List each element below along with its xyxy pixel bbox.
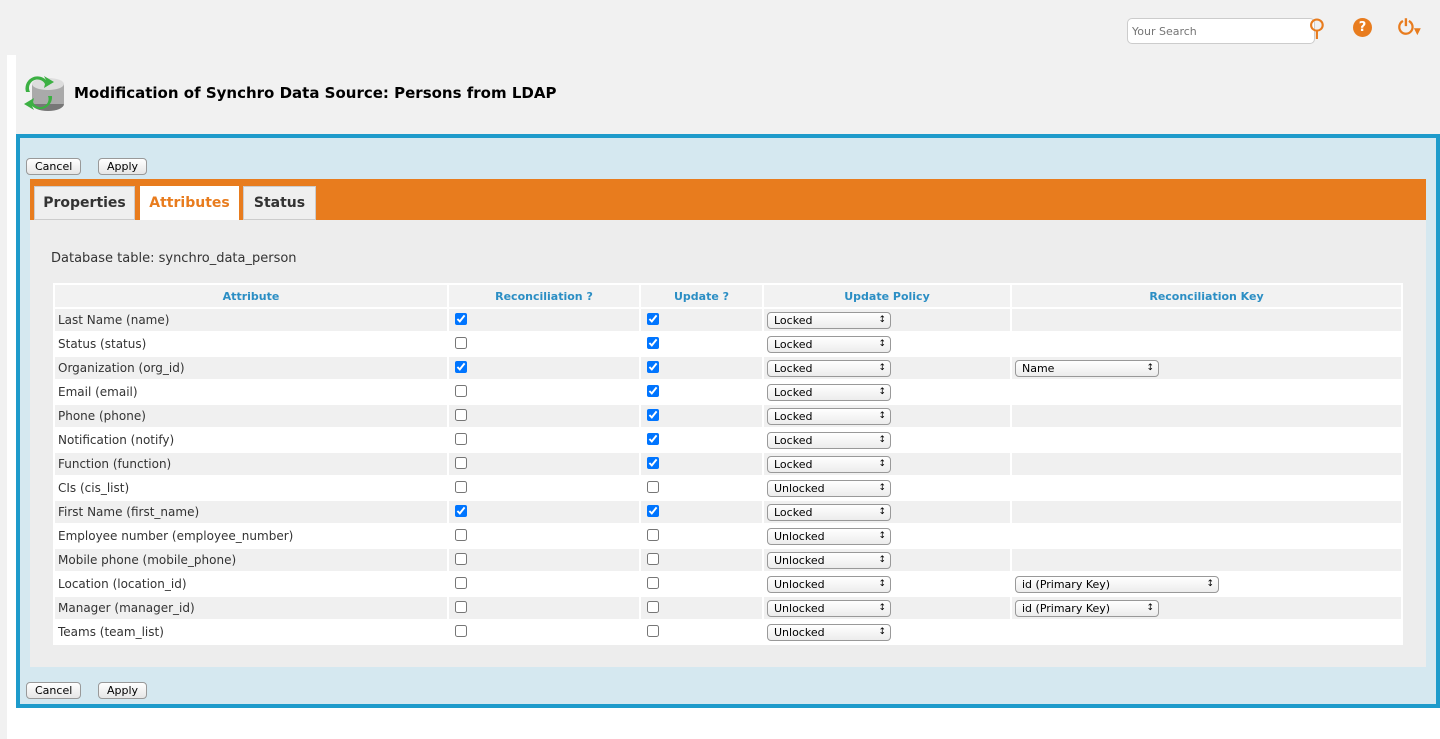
top-bar: ⚲ ? ⏻▼ [0, 0, 1440, 55]
reconciliation-checkbox[interactable] [455, 312, 467, 325]
update-policy-select[interactable]: Locked [767, 335, 891, 353]
reconciliation-checkbox[interactable] [455, 576, 467, 589]
apply-button-bottom[interactable]: Apply [98, 682, 148, 699]
tab-properties[interactable]: Properties [34, 186, 135, 220]
attribute-name: Email (email) [55, 381, 447, 403]
attribute-name: Phone (phone) [55, 405, 447, 427]
reconciliation-checkbox[interactable] [455, 480, 467, 493]
reconciliation-checkbox[interactable] [455, 384, 467, 397]
reconciliation-checkbox[interactable] [455, 360, 467, 373]
database-table-label: Database table: synchro_data_person [51, 251, 297, 266]
table-row: Phone (phone) Locked [55, 405, 1401, 427]
left-margin [7, 55, 16, 739]
update-policy-select[interactable]: Locked [767, 359, 891, 377]
table-row: CIs (cis_list) Unlocked [55, 477, 1401, 499]
reconciliation-checkbox[interactable] [455, 528, 467, 541]
table-row: Function (function) Locked [55, 453, 1401, 475]
reconciliation-key-select[interactable]: id (Primary Key) [1015, 575, 1219, 593]
attribute-name: Location (location_id) [55, 573, 447, 595]
attribute-name: CIs (cis_list) [55, 477, 447, 499]
update-policy-select[interactable]: Unlocked [767, 623, 891, 641]
reconciliation-checkbox[interactable] [455, 456, 467, 469]
update-policy-select[interactable]: Locked [767, 503, 891, 521]
update-policy-select[interactable]: Locked [767, 431, 891, 449]
update-policy-select[interactable]: Unlocked [767, 575, 891, 593]
reconciliation-key-select[interactable]: Name [1015, 359, 1159, 377]
update-policy-select[interactable]: Unlocked [767, 527, 891, 545]
table-row: Email (email) Locked [55, 381, 1401, 403]
table-row: Employee number (employee_number) Unlock… [55, 525, 1401, 547]
reconciliation-checkbox[interactable] [455, 504, 467, 517]
table-row: Mobile phone (mobile_phone) Unlocked [55, 549, 1401, 571]
update-checkbox[interactable] [647, 480, 659, 493]
attributes-table: Attribute Reconciliation ? Update ? Upda… [53, 283, 1403, 645]
attribute-name: Last Name (name) [55, 309, 447, 331]
search-icon[interactable]: ⚲ [1308, 14, 1326, 42]
update-checkbox[interactable] [647, 384, 659, 397]
table-row: First Name (first_name) Locked [55, 501, 1401, 523]
attribute-name: Status (status) [55, 333, 447, 355]
table-row: Organization (org_id) Locked Name [55, 357, 1401, 379]
reconciliation-checkbox[interactable] [455, 408, 467, 421]
update-policy-select[interactable]: Locked [767, 383, 891, 401]
update-checkbox[interactable] [647, 336, 659, 349]
attribute-name: Organization (org_id) [55, 357, 447, 379]
tab-bar: Properties Attributes Status [30, 179, 1426, 220]
table-row: Notification (notify) Locked [55, 429, 1401, 451]
edit-form: Cancel Apply Properties Attributes Statu… [16, 134, 1440, 708]
attribute-name: Manager (manager_id) [55, 597, 447, 619]
attribute-name: Mobile phone (mobile_phone) [55, 549, 447, 571]
attribute-name: Function (function) [55, 453, 447, 475]
update-checkbox[interactable] [647, 456, 659, 469]
tab-status[interactable]: Status [243, 186, 316, 220]
tab-attributes[interactable]: Attributes [140, 186, 239, 220]
synchro-datasource-icon [24, 76, 64, 111]
attribute-name: Teams (team_list) [55, 621, 447, 643]
update-checkbox[interactable] [647, 312, 659, 325]
page-title: Modification of Synchro Data Source: Per… [74, 84, 557, 102]
update-policy-select[interactable]: Unlocked [767, 551, 891, 569]
update-policy-select[interactable]: Locked [767, 407, 891, 425]
update-checkbox[interactable] [647, 552, 659, 565]
table-row: Last Name (name) Locked [55, 309, 1401, 331]
col-attribute: Attribute [55, 285, 447, 307]
help-icon[interactable]: ? [1353, 18, 1372, 37]
update-policy-select[interactable]: Locked [767, 311, 891, 329]
cancel-button-top[interactable]: Cancel [26, 158, 82, 175]
update-checkbox[interactable] [647, 504, 659, 517]
col-reconciliation-key: Reconciliation Key [1012, 285, 1401, 307]
apply-button-top[interactable]: Apply [98, 158, 148, 175]
col-update: Update ? [641, 285, 762, 307]
table-row: Manager (manager_id) Unlocked id (Primar… [55, 597, 1401, 619]
reconciliation-checkbox[interactable] [455, 336, 467, 349]
update-policy-select[interactable]: Unlocked [767, 479, 891, 497]
tab-panel: Properties Attributes Status Database ta… [30, 179, 1426, 667]
update-checkbox[interactable] [647, 576, 659, 589]
update-checkbox[interactable] [647, 408, 659, 421]
reconciliation-checkbox[interactable] [455, 624, 467, 637]
update-checkbox[interactable] [647, 432, 659, 445]
table-row: Location (location_id) Unlocked id (Prim… [55, 573, 1401, 595]
power-icon[interactable]: ⏻▼ [1398, 15, 1421, 39]
table-row: Teams (team_list) Unlocked [55, 621, 1401, 643]
update-policy-select[interactable]: Unlocked [767, 599, 891, 617]
reconciliation-key-select[interactable]: id (Primary Key) [1015, 599, 1159, 617]
attribute-name: Employee number (employee_number) [55, 525, 447, 547]
col-update-policy: Update Policy [764, 285, 1010, 307]
col-reconciliation: Reconciliation ? [449, 285, 639, 307]
update-policy-select[interactable]: Locked [767, 455, 891, 473]
update-checkbox[interactable] [647, 528, 659, 541]
update-checkbox[interactable] [647, 600, 659, 613]
reconciliation-checkbox[interactable] [455, 432, 467, 445]
attribute-name: First Name (first_name) [55, 501, 447, 523]
attribute-name: Notification (notify) [55, 429, 447, 451]
table-row: Status (status) Locked [55, 333, 1401, 355]
search-input[interactable] [1127, 18, 1315, 44]
update-checkbox[interactable] [647, 360, 659, 373]
update-checkbox[interactable] [647, 624, 659, 637]
reconciliation-checkbox[interactable] [455, 600, 467, 613]
cancel-button-bottom[interactable]: Cancel [26, 682, 82, 699]
reconciliation-checkbox[interactable] [455, 552, 467, 565]
bottom-margin [7, 708, 1440, 739]
